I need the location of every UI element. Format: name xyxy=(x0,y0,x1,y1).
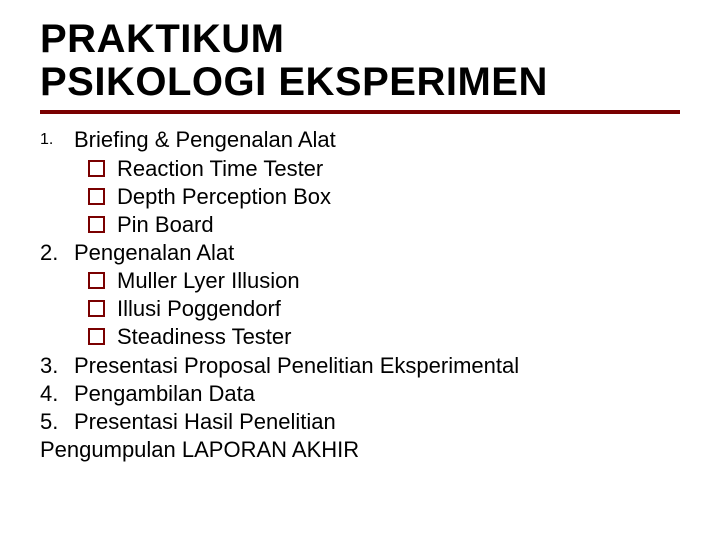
slide-body: 1. Briefing & Pengenalan Alat Reaction T… xyxy=(40,126,680,464)
sub-item: Illusi Poggendorf xyxy=(40,295,680,323)
list-item-5: 5. Presentasi Hasil Penelitian xyxy=(40,408,680,436)
list-item-4: 4. Pengambilan Data xyxy=(40,380,680,408)
checkbox-bullet-icon xyxy=(88,160,105,177)
list-item-2: 2. Pengenalan Alat xyxy=(40,239,680,267)
sub-item-text: Reaction Time Tester xyxy=(117,155,323,183)
sub-item-text: Illusi Poggendorf xyxy=(117,295,281,323)
sub-item: Muller Lyer Illusion xyxy=(40,267,680,295)
item-text: Pengenalan Alat xyxy=(74,239,234,267)
checkbox-bullet-icon xyxy=(88,300,105,317)
item-number: 2. xyxy=(40,239,74,267)
item-number: 1. xyxy=(40,126,74,154)
sub-item: Steadiness Tester xyxy=(40,323,680,351)
sub-item: Pin Board xyxy=(40,211,680,239)
sub-item: Reaction Time Tester xyxy=(40,155,680,183)
final-line: Pengumpulan LAPORAN AKHIR xyxy=(40,436,680,464)
title-line2: PSIKOLOGI EKSPERIMEN xyxy=(40,60,548,104)
sub-item-text: Pin Board xyxy=(117,211,214,239)
list-item-3: 3. Presentasi Proposal Penelitian Eksper… xyxy=(40,352,680,380)
item-text: Pengambilan Data xyxy=(74,380,255,408)
item-number: 4. xyxy=(40,380,74,408)
slide-title: PRAKTIKUM PSIKOLOGI EKSPERIMEN xyxy=(40,18,680,104)
checkbox-bullet-icon xyxy=(88,188,105,205)
checkbox-bullet-icon xyxy=(88,216,105,233)
checkbox-bullet-icon xyxy=(88,272,105,289)
title-line1: PRAKTIKUM xyxy=(40,17,284,61)
item-text: Presentasi Proposal Penelitian Eksperime… xyxy=(74,352,519,380)
item-number: 5. xyxy=(40,408,74,436)
sub-item: Depth Perception Box xyxy=(40,183,680,211)
item-number: 3. xyxy=(40,352,74,380)
sub-item-text: Depth Perception Box xyxy=(117,183,331,211)
checkbox-bullet-icon xyxy=(88,328,105,345)
title-underline xyxy=(40,110,680,114)
sub-item-text: Muller Lyer Illusion xyxy=(117,267,300,295)
item-text: Briefing & Pengenalan Alat xyxy=(74,126,336,154)
sub-item-text: Steadiness Tester xyxy=(117,323,291,351)
list-item-1: 1. Briefing & Pengenalan Alat xyxy=(40,126,680,154)
item-text: Presentasi Hasil Penelitian xyxy=(74,408,336,436)
